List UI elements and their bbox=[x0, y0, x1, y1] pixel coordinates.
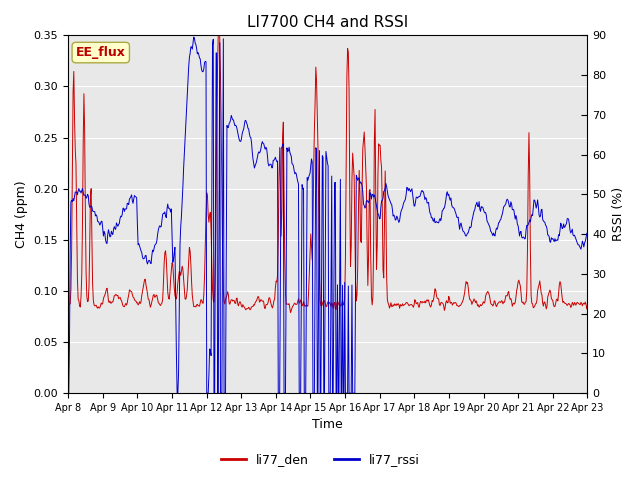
Y-axis label: RSSI (%): RSSI (%) bbox=[612, 187, 625, 241]
X-axis label: Time: Time bbox=[312, 419, 343, 432]
Title: LI7700 CH4 and RSSI: LI7700 CH4 and RSSI bbox=[247, 15, 408, 30]
Y-axis label: CH4 (ppm): CH4 (ppm) bbox=[15, 180, 28, 248]
Legend: li77_den, li77_rssi: li77_den, li77_rssi bbox=[216, 448, 424, 471]
Text: EE_flux: EE_flux bbox=[76, 46, 125, 59]
